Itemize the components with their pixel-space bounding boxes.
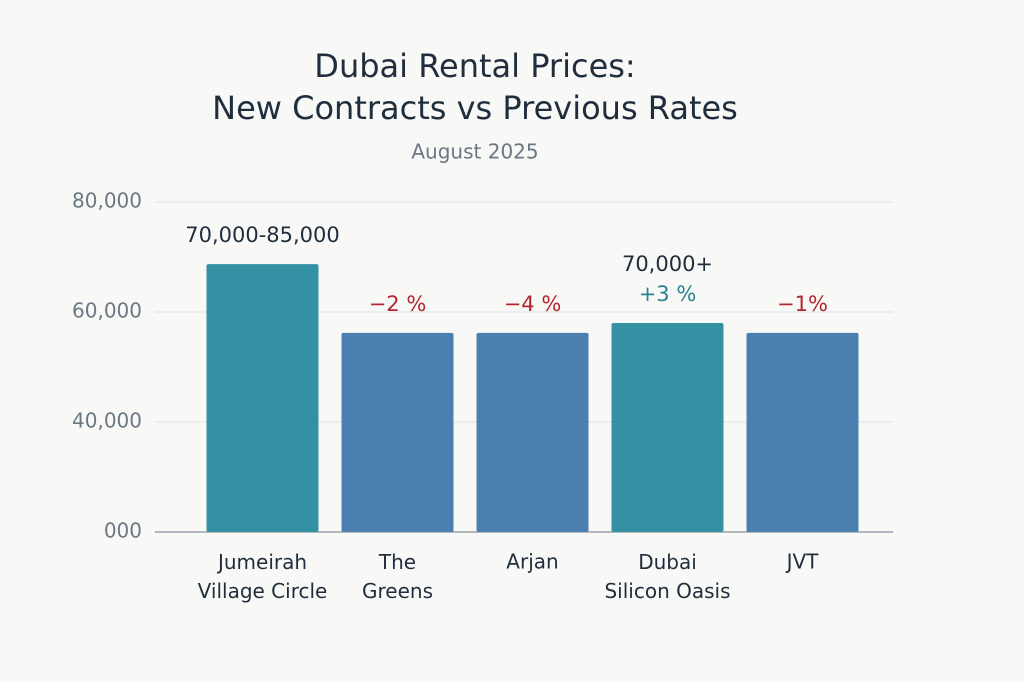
y-tick-label: 80,000 — [72, 189, 142, 213]
bar-label: +3 % — [639, 282, 697, 306]
chart-subtitle: August 2025 — [411, 140, 538, 164]
bar-label: 70,000+ — [622, 252, 713, 276]
bar — [746, 332, 859, 532]
x-tick-label: Arjan — [506, 550, 558, 574]
x-tick-label: JVT — [785, 550, 820, 574]
y-tick-label: 000 — [104, 519, 142, 543]
bar — [611, 323, 724, 532]
bar-label: −2 % — [369, 292, 427, 316]
bar — [206, 264, 319, 532]
x-tick-label: The Greens — [362, 550, 433, 603]
bar — [476, 332, 589, 532]
y-tick-label: 60,000 — [72, 299, 142, 323]
x-tick-label: Jumeirah Village Circle — [198, 550, 328, 603]
bar-label: −4 % — [504, 292, 562, 316]
chart-title: Dubai Rental Prices: New Contracts vs Pre… — [212, 47, 738, 127]
bar-label: −1% — [777, 292, 828, 316]
bar — [341, 332, 454, 532]
bar-label: 70,000-85,000 — [185, 223, 340, 247]
y-tick-label: 40,000 — [72, 409, 142, 433]
x-tick-label: Dubai Silicon Oasis — [604, 550, 730, 603]
